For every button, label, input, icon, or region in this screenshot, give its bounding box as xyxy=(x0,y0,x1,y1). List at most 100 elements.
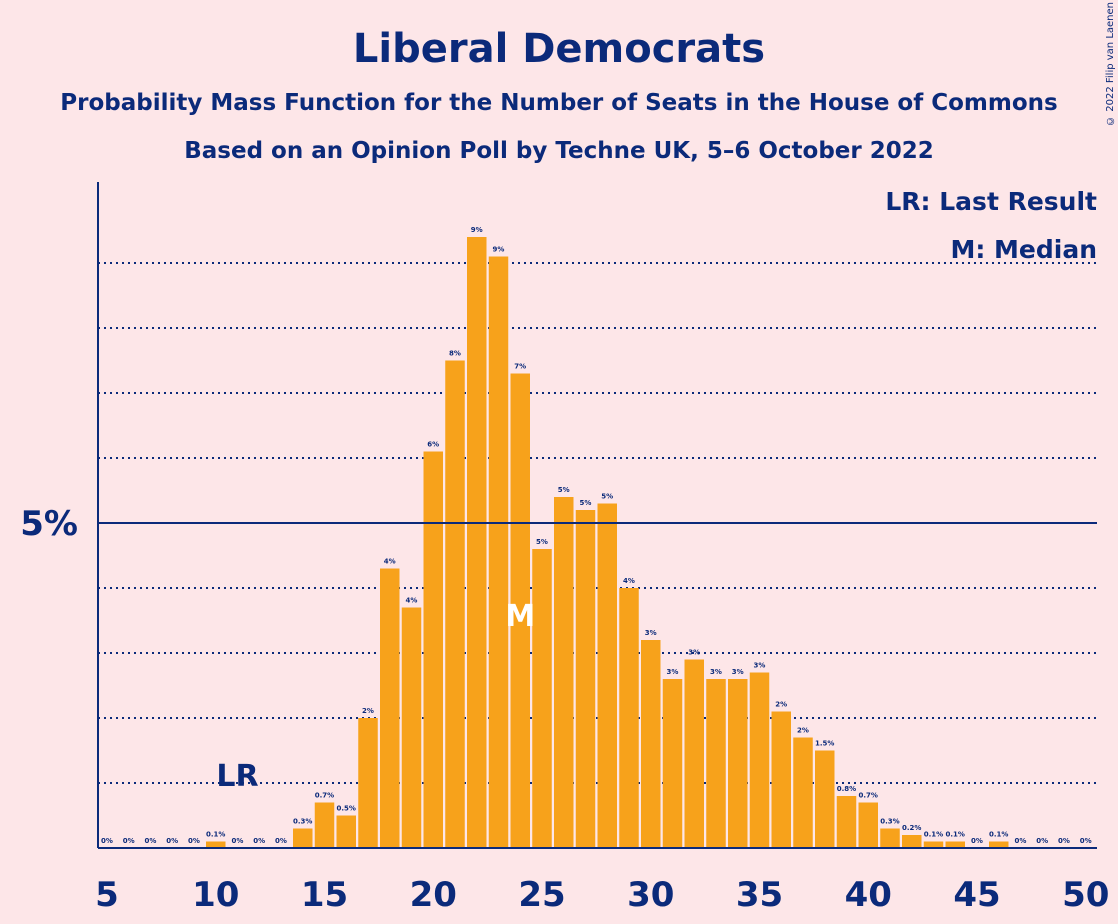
chart-subtitle-poll: Based on an Opinion Poll by Techne UK, 5… xyxy=(184,138,934,164)
bar-seat-38 xyxy=(815,750,835,848)
bar-label-seat-19: 4% xyxy=(406,597,418,605)
bar-seat-20 xyxy=(423,451,443,848)
bar-label-seat-49: 0% xyxy=(1058,837,1070,845)
bar-label-seat-6: 0% xyxy=(123,837,135,845)
bar-label-seat-42: 0.2% xyxy=(902,824,921,832)
bar-label-seat-25: 5% xyxy=(536,538,548,546)
bar-seat-23 xyxy=(488,256,509,848)
bar-label-seat-12: 0% xyxy=(253,837,265,845)
bar-label-seat-5: 0% xyxy=(101,837,113,845)
bar-seat-40 xyxy=(858,802,878,848)
bar-label-seat-24: 7% xyxy=(514,363,526,371)
chart-subtitle: Probability Mass Function for the Number… xyxy=(60,90,1058,116)
markers: LR M xyxy=(216,599,535,794)
bar-seat-18 xyxy=(380,568,400,848)
bar-seat-21 xyxy=(445,360,465,848)
bar-seat-10 xyxy=(206,841,226,848)
bar-seat-26 xyxy=(554,497,574,848)
bar-label-seat-10: 0.1% xyxy=(206,831,225,839)
bar-label-seat-50: 0% xyxy=(1080,837,1092,845)
bar-label-seat-33: 3% xyxy=(710,668,722,676)
bar-seat-19 xyxy=(401,607,422,848)
bar-label-seat-21: 8% xyxy=(449,350,461,358)
x-tick-label-5: 5 xyxy=(95,875,119,915)
x-tick-label-40: 40 xyxy=(845,875,892,915)
bar-seat-46 xyxy=(989,841,1009,848)
bar-seat-27 xyxy=(575,510,596,848)
bar-label-seat-23: 9% xyxy=(493,246,505,254)
bar-seat-30 xyxy=(641,640,661,848)
bar-seat-42 xyxy=(902,835,922,848)
x-tick-label-45: 45 xyxy=(953,875,1000,915)
bar-label-seat-15: 0.7% xyxy=(315,792,334,800)
bar-label-seat-8: 0% xyxy=(166,837,178,845)
bar-label-seat-46: 0.1% xyxy=(989,831,1008,839)
bar-seat-35 xyxy=(749,672,770,848)
bar-label-seat-9: 0% xyxy=(188,837,200,845)
x-tick-label-50: 50 xyxy=(1062,875,1109,915)
x-tick-label-15: 15 xyxy=(301,875,348,915)
bar-label-seat-31: 3% xyxy=(667,668,679,676)
bar-seat-29 xyxy=(619,588,639,848)
bar-label-seat-47: 0% xyxy=(1015,837,1027,845)
x-tick-label-25: 25 xyxy=(518,875,565,915)
bar-seat-33 xyxy=(706,679,726,848)
bar-seat-17 xyxy=(358,718,378,848)
bar-seat-24 xyxy=(510,373,530,848)
bar-seat-39 xyxy=(836,796,857,848)
bar-seat-44 xyxy=(945,841,965,848)
x-tick-label-35: 35 xyxy=(736,875,783,915)
bar-label-seat-44: 0.1% xyxy=(946,831,965,839)
bar-seat-32 xyxy=(684,659,704,848)
bar-label-seat-26: 5% xyxy=(558,486,570,494)
bar-label-seat-38: 1.5% xyxy=(815,740,834,748)
bar-label-seat-45: 0% xyxy=(971,837,983,845)
bar-label-seat-17: 2% xyxy=(362,707,374,715)
bar-seat-14 xyxy=(293,828,313,848)
bar-label-seat-22: 9% xyxy=(471,226,483,234)
bar-label-seat-35: 3% xyxy=(754,662,766,670)
bar-label-seat-20: 6% xyxy=(427,441,439,449)
bar-seat-25 xyxy=(532,549,552,848)
bar-label-seat-11: 0% xyxy=(232,837,244,845)
bar-seat-43 xyxy=(923,841,944,848)
x-tick-label-10: 10 xyxy=(192,875,239,915)
bar-seat-31 xyxy=(662,679,683,848)
bar-label-seat-18: 4% xyxy=(384,558,396,566)
y-tick-label-5pct: 5% xyxy=(20,504,78,544)
bar-label-seat-32: 3% xyxy=(688,649,700,657)
bar-label-seat-30: 3% xyxy=(645,629,657,637)
bar-seat-41 xyxy=(880,828,900,848)
bar-labels: 0% 0% 0% 0% 0%0.1%0% 0% 0%0.3%0.7%0.5%2%4%4%6%… xyxy=(101,226,1092,845)
bar-label-seat-27: 5% xyxy=(580,499,592,507)
bar-seat-36 xyxy=(771,711,791,848)
bar-label-seat-36: 2% xyxy=(775,701,787,709)
bar-seat-28 xyxy=(597,503,617,848)
bar-label-seat-13: 0% xyxy=(275,837,287,845)
x-tick-label-30: 30 xyxy=(627,875,674,915)
axes: 5% 5 10 15 20 25 30 35 40 45 50 xyxy=(20,182,1109,915)
bar-label-seat-28: 5% xyxy=(601,493,613,501)
bar-seat-22 xyxy=(467,237,487,848)
bar-label-seat-40: 0.7% xyxy=(859,792,878,800)
last-result-marker: LR xyxy=(216,759,258,794)
bar-label-seat-16: 0.5% xyxy=(337,805,356,813)
bar-label-seat-37: 2% xyxy=(797,727,809,735)
bar-label-seat-43: 0.1% xyxy=(924,831,943,839)
chart-title: Liberal Democrats xyxy=(352,26,766,72)
legend-median: M: Median xyxy=(950,235,1097,264)
bar-label-seat-48: 0% xyxy=(1036,837,1048,845)
bar-label-seat-14: 0.3% xyxy=(293,818,312,826)
bar-label-seat-34: 3% xyxy=(732,668,744,676)
median-marker: M xyxy=(505,599,535,634)
bar-seat-34 xyxy=(728,679,748,848)
bar-label-seat-39: 0.8% xyxy=(837,785,856,793)
bars xyxy=(206,237,1009,848)
bar-seat-37 xyxy=(793,737,813,848)
bar-label-seat-41: 0.3% xyxy=(880,818,899,826)
bar-seat-16 xyxy=(336,815,356,848)
legend-last-result: LR: Last Result xyxy=(885,187,1097,216)
x-tick-label-20: 20 xyxy=(410,875,457,915)
bar-label-seat-7: 0% xyxy=(145,837,157,845)
